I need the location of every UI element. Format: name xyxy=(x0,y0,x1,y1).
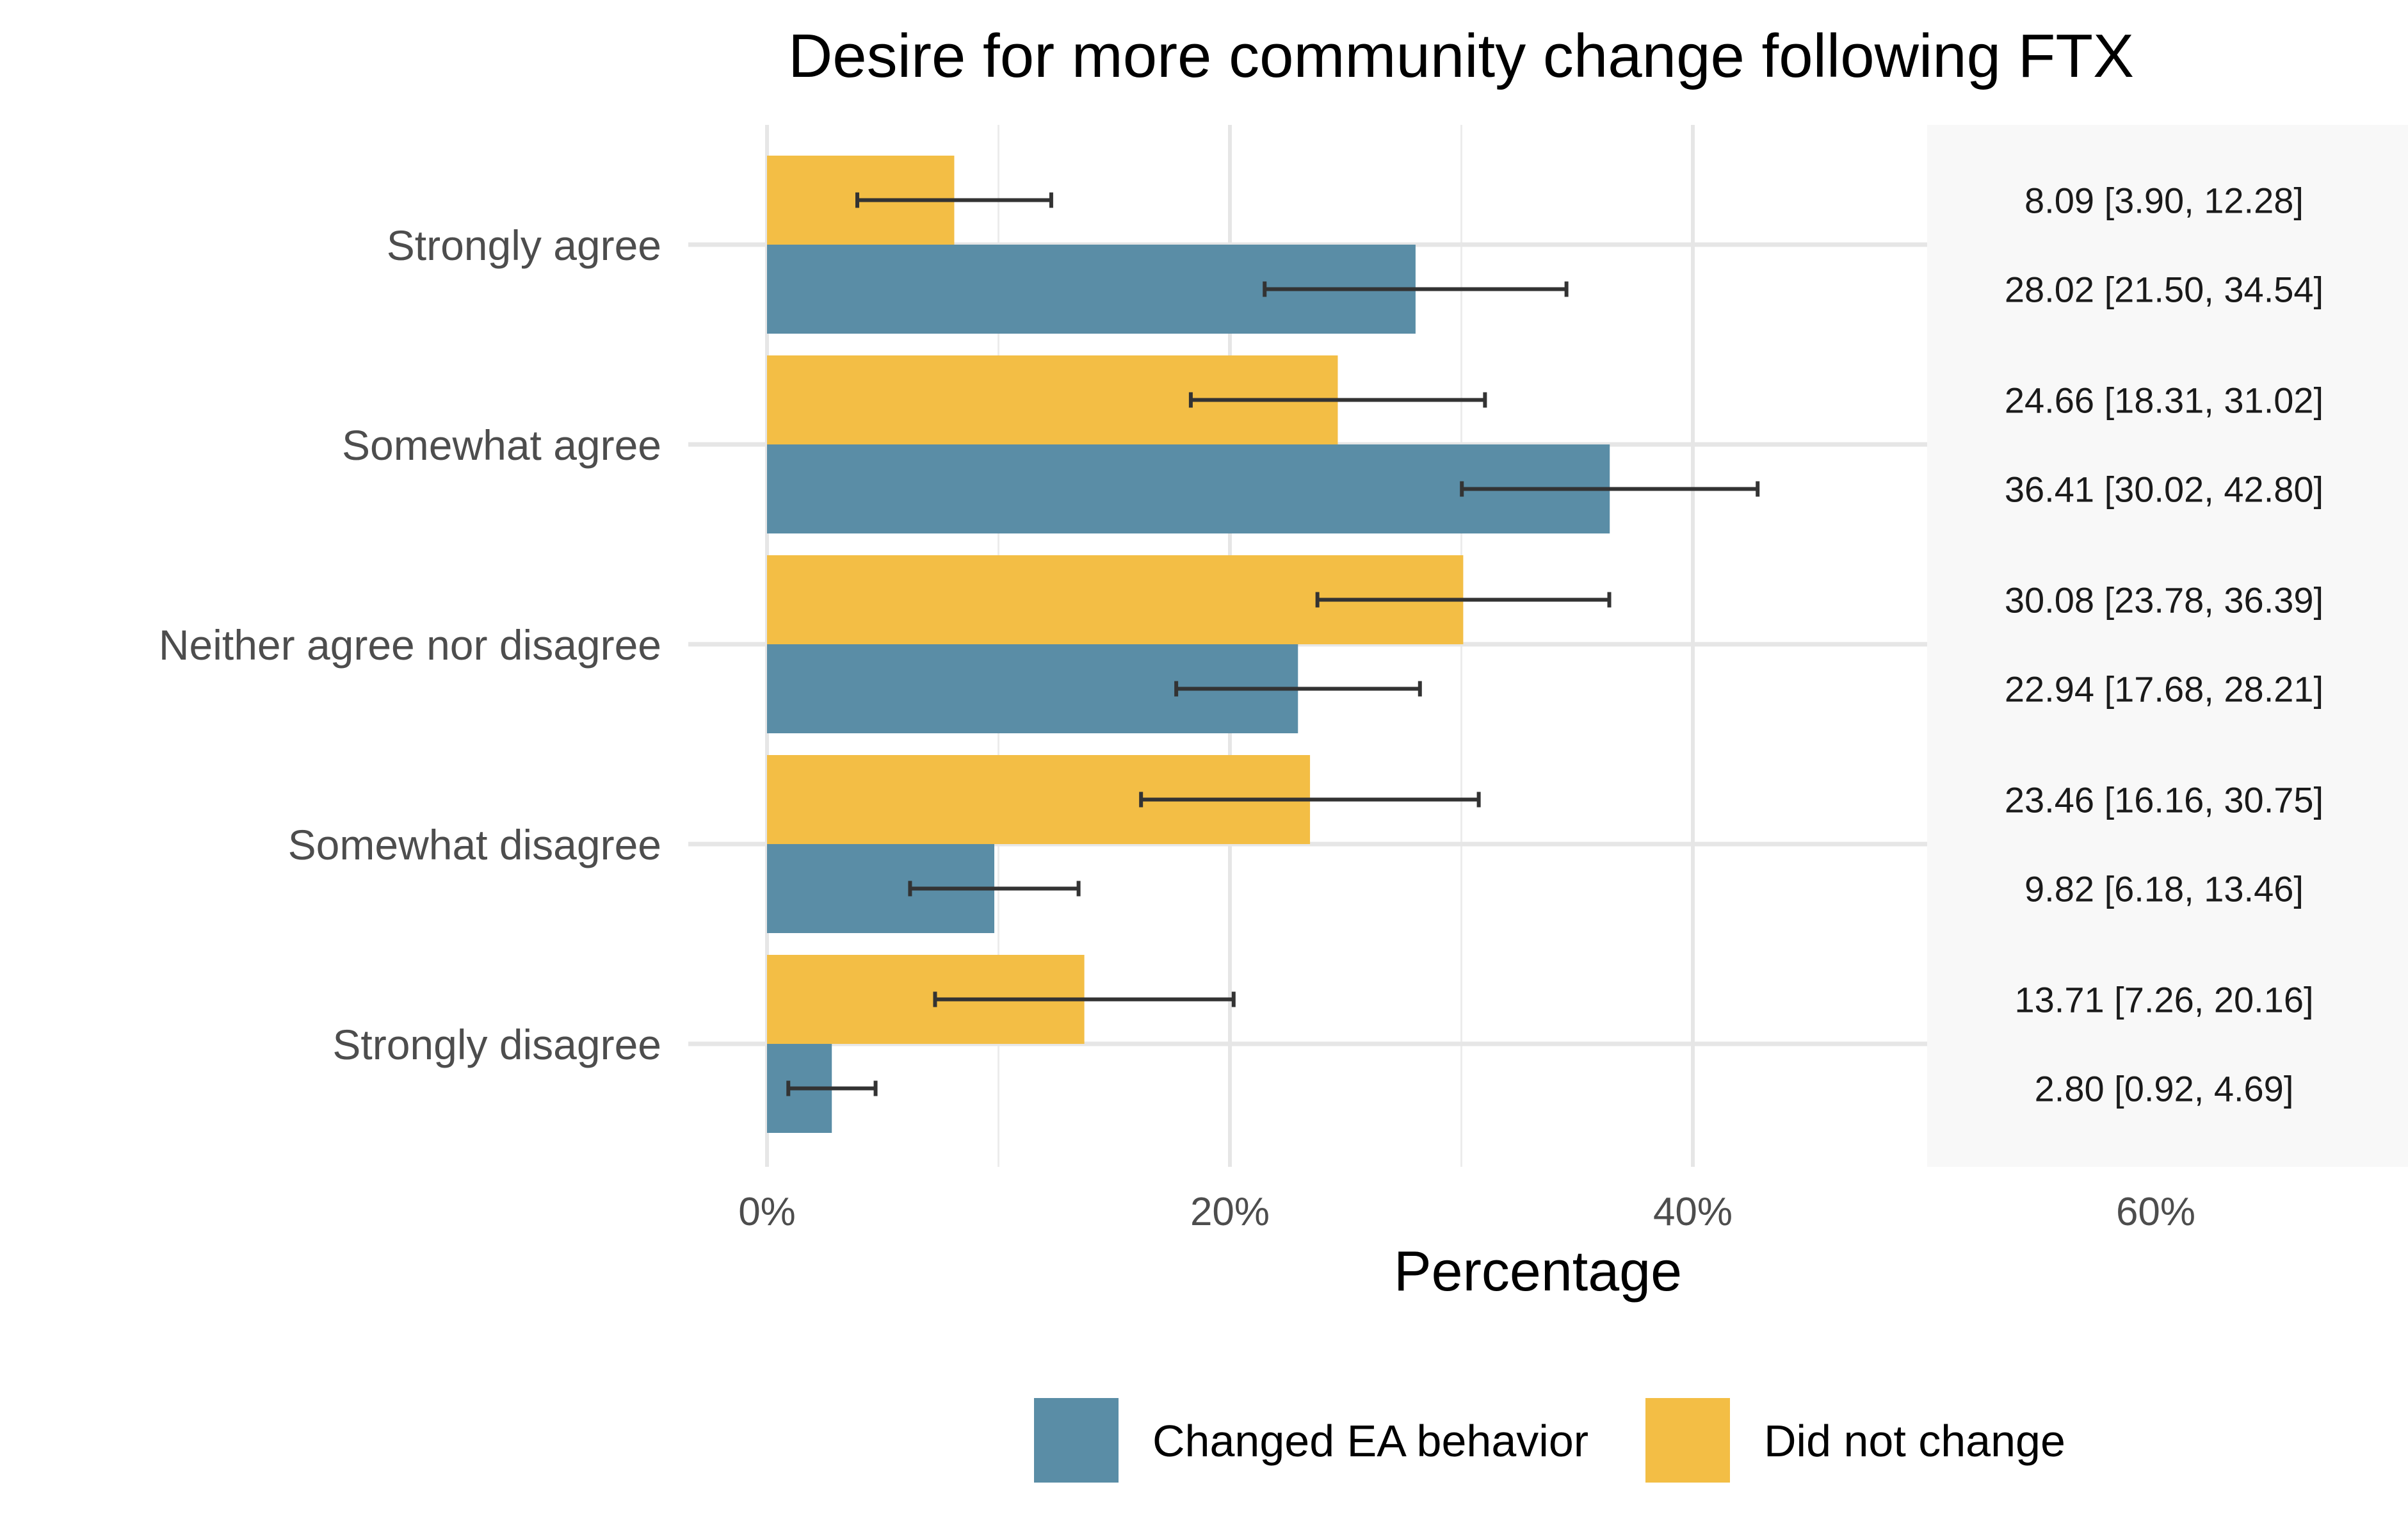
value-label: 24.66 [18.31, 31.02] xyxy=(2005,380,2323,421)
category-label: Somewhat agree xyxy=(342,421,661,469)
legend-label: Did not change xyxy=(1764,1416,2065,1466)
category-label: Strongly agree xyxy=(387,222,661,269)
x-tick-label: 60% xyxy=(2116,1190,2195,1234)
value-label: 36.41 [30.02, 42.80] xyxy=(2005,469,2323,510)
x-axis-title: Percentage xyxy=(1394,1239,1682,1303)
x-tick-label: 20% xyxy=(1190,1190,1270,1234)
error-bar xyxy=(855,192,1053,208)
chart-title: Desire for more community change followi… xyxy=(788,22,2134,90)
value-label: 13.71 [7.26, 20.16] xyxy=(2014,980,2313,1020)
legend-label: Changed EA behavior xyxy=(1152,1416,1588,1466)
value-label: 28.02 [21.50, 34.54] xyxy=(2005,270,2323,310)
value-label: 22.94 [17.68, 28.21] xyxy=(2005,669,2323,710)
category-label: Strongly disagree xyxy=(332,1021,661,1068)
legend-swatch xyxy=(1034,1398,1119,1483)
x-tick-label: 0% xyxy=(738,1190,796,1234)
error-bar xyxy=(1460,481,1760,497)
error-bar xyxy=(1315,592,1612,608)
error-bar xyxy=(786,1080,878,1096)
x-tick-label: 40% xyxy=(1653,1190,1733,1234)
error-bars xyxy=(786,192,1760,1096)
value-labels: 8.09 [3.90, 12.28] 28.02 [21.50, 34.54] 24… xyxy=(2005,181,2323,1109)
error-bar xyxy=(1174,681,1422,697)
error-bar xyxy=(1139,792,1481,808)
label-panel xyxy=(1927,125,2408,1167)
category-label: Somewhat disagree xyxy=(288,821,661,868)
category-labels: Strongly agree Somewhat agree Neither agre… xyxy=(159,222,661,1068)
value-label: 2.80 [0.92, 4.69] xyxy=(2035,1069,2294,1109)
error-bar xyxy=(1188,392,1487,408)
legend-swatch xyxy=(1645,1398,1730,1483)
value-label: 8.09 [3.90, 12.28] xyxy=(2024,181,2304,221)
value-label: 23.46 [16.16, 30.75] xyxy=(2005,780,2323,820)
category-label: Neither agree nor disagree xyxy=(159,621,661,669)
x-tick-labels: 0% 20% 40% 60% xyxy=(738,1190,2195,1234)
legend: Changed EA behavior Did not change xyxy=(1034,1398,2065,1483)
error-bar xyxy=(908,881,1081,897)
value-label: 9.82 [6.18, 13.46] xyxy=(2024,869,2304,909)
error-bar xyxy=(1263,281,1569,297)
error-bar xyxy=(933,991,1236,1007)
value-label: 30.08 [23.78, 36.39] xyxy=(2005,580,2323,621)
